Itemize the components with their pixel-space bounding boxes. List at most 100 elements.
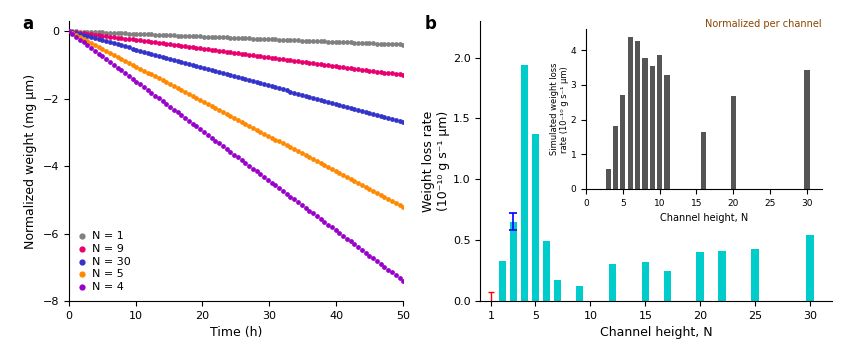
N = 1	[340, 40, 353, 45]
Bar	[718, 251, 726, 301]
N = 5	[95, 46, 109, 52]
N = 9	[137, 38, 151, 44]
N = 30	[235, 75, 249, 81]
N = 1	[287, 37, 301, 43]
N = 1	[152, 32, 166, 37]
N = 1	[291, 37, 305, 43]
N = 4	[111, 65, 124, 70]
N = 9	[302, 60, 316, 65]
N = 30	[366, 111, 380, 117]
N = 5	[385, 198, 399, 203]
N = 4	[163, 104, 177, 110]
N = 30	[351, 107, 365, 113]
N = 30	[205, 67, 219, 73]
N = 4	[340, 236, 353, 241]
N = 30	[374, 113, 388, 119]
N = 5	[205, 103, 219, 109]
N = 30	[299, 93, 312, 98]
N = 5	[73, 34, 87, 40]
N = 30	[291, 91, 305, 96]
N = 4	[186, 121, 200, 126]
N = 9	[163, 42, 177, 47]
N = 4	[156, 98, 170, 104]
N = 1	[216, 35, 230, 40]
N = 9	[171, 43, 184, 48]
N = 4	[103, 59, 117, 65]
N = 9	[340, 65, 353, 70]
N = 4	[363, 253, 377, 258]
N = 1	[178, 33, 192, 38]
N = 9	[107, 34, 121, 40]
N = 9	[239, 51, 252, 57]
N = 5	[276, 141, 290, 146]
N = 4	[295, 202, 309, 208]
N = 9	[174, 43, 188, 49]
N = 5	[269, 137, 282, 142]
N = 1	[69, 29, 83, 34]
N = 30	[385, 116, 399, 122]
N = 30	[265, 84, 279, 89]
N = 5	[111, 54, 124, 60]
N = 30	[321, 99, 335, 105]
N = 30	[340, 104, 353, 110]
N = 30	[208, 68, 222, 74]
N = 4	[299, 205, 312, 211]
N = 4	[389, 272, 402, 278]
Bar	[521, 65, 529, 301]
Bar	[807, 235, 814, 301]
N = 4	[220, 146, 233, 152]
N = 30	[336, 103, 350, 108]
N = 30	[144, 51, 158, 56]
N = 4	[227, 152, 241, 158]
N = 9	[385, 71, 399, 76]
N = 4	[291, 199, 305, 205]
N = 1	[227, 35, 241, 41]
N = 4	[212, 140, 226, 146]
N = 4	[265, 180, 279, 186]
N = 5	[160, 79, 173, 85]
Bar	[510, 222, 517, 301]
N = 30	[84, 34, 98, 40]
N = 1	[95, 30, 109, 35]
N = 30	[186, 62, 200, 68]
N = 5	[257, 131, 271, 136]
N = 30	[302, 94, 316, 99]
N = 5	[333, 170, 347, 176]
N = 1	[393, 42, 407, 47]
N = 30	[174, 59, 188, 65]
N = 9	[88, 32, 102, 37]
N = 30	[77, 33, 91, 38]
N = 9	[133, 38, 147, 43]
N = 1	[276, 37, 290, 43]
N = 5	[223, 113, 237, 119]
N = 4	[107, 62, 121, 68]
N = 1	[137, 32, 151, 37]
N = 5	[359, 184, 372, 190]
N = 30	[62, 28, 76, 34]
N = 30	[344, 105, 358, 111]
N = 1	[302, 38, 316, 44]
N = 1	[336, 40, 350, 45]
N = 30	[231, 74, 245, 80]
N = 9	[212, 48, 226, 54]
N = 4	[276, 188, 290, 194]
N = 1	[363, 41, 377, 46]
N = 9	[246, 52, 260, 58]
N = 4	[81, 42, 94, 48]
N = 9	[355, 67, 369, 72]
N = 30	[190, 63, 203, 69]
N = 5	[178, 89, 192, 95]
N = 5	[118, 58, 132, 63]
N = 5	[272, 139, 286, 144]
N = 30	[310, 96, 323, 101]
N = 5	[201, 101, 214, 107]
N = 4	[359, 250, 372, 255]
N = 1	[77, 29, 91, 35]
N = 5	[378, 194, 391, 199]
N = 4	[178, 115, 192, 121]
N = 5	[227, 115, 241, 121]
N = 4	[250, 169, 263, 174]
N = 9	[208, 48, 222, 53]
N = 4	[347, 241, 361, 247]
N = 4	[77, 40, 91, 45]
